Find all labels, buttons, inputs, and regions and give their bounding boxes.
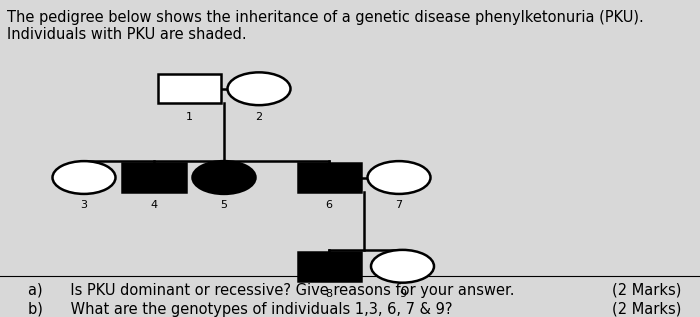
Ellipse shape [368, 161, 430, 194]
Ellipse shape [52, 161, 116, 194]
Text: 4: 4 [150, 200, 158, 210]
Text: 5: 5 [220, 200, 228, 210]
Text: (2 Marks): (2 Marks) [612, 282, 682, 298]
Bar [122, 163, 186, 192]
Text: 2: 2 [256, 112, 262, 122]
Bar [298, 252, 360, 281]
Bar [158, 74, 220, 103]
Text: 8: 8 [326, 289, 332, 299]
Ellipse shape [193, 161, 256, 194]
Text: b)      What are the genotypes of individuals 1,3, 6, 7 & 9?: b) What are the genotypes of individuals… [28, 301, 452, 317]
Text: a)      Is PKU dominant or recessive? Give reasons for your answer.: a) Is PKU dominant or recessive? Give re… [28, 282, 514, 298]
Text: 7: 7 [395, 200, 402, 210]
Text: 9: 9 [399, 289, 406, 299]
Ellipse shape [371, 250, 434, 283]
Text: 1: 1 [186, 112, 192, 122]
Ellipse shape [228, 72, 290, 105]
Text: (2 Marks): (2 Marks) [612, 301, 682, 317]
Text: 3: 3 [80, 200, 88, 210]
Text: The pedigree below shows the inheritance of a genetic disease phenylketonuria (P: The pedigree below shows the inheritance… [7, 10, 644, 42]
Text: 6: 6 [326, 200, 332, 210]
Bar [298, 163, 360, 192]
